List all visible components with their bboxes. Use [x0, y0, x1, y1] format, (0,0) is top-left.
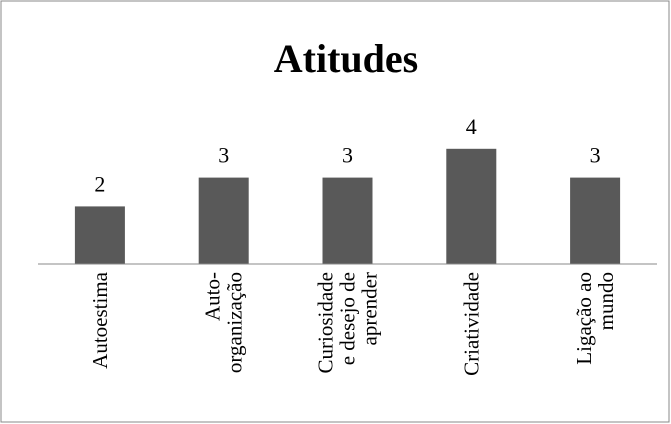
bar [74, 206, 125, 264]
bar [446, 148, 497, 264]
x-tick-label: Auto-organização [201, 272, 247, 373]
x-tick-label: Autoestima [88, 271, 112, 368]
data-label: 2 [94, 171, 105, 196]
data-label: 3 [590, 143, 601, 168]
data-label: 3 [218, 143, 229, 168]
bar [322, 177, 373, 264]
chart-title: Atitudes [274, 36, 418, 81]
bar [570, 177, 621, 264]
x-tick-label: Ligação aomundo [572, 272, 618, 365]
data-label: 3 [342, 143, 353, 168]
bar [198, 177, 249, 264]
x-tick-label: Criatividade [459, 272, 483, 376]
x-tick-label: Curiosidadee desejo deaprender [314, 272, 382, 373]
data-label: 4 [466, 114, 477, 139]
